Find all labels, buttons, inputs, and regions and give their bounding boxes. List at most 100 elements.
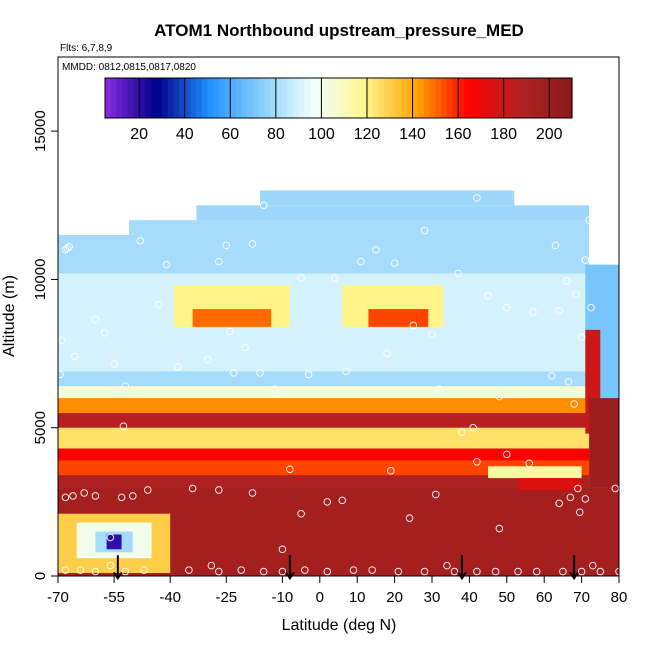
- sample-point: [91, 492, 100, 500]
- sample-point: [222, 241, 231, 250]
- sample-point: [577, 333, 586, 342]
- sample-point: [596, 567, 605, 576]
- heatmap-cell: [488, 466, 582, 479]
- colorbar-tick-label: 120: [354, 126, 381, 143]
- colorbar-swatch: [156, 78, 163, 118]
- colorbar-swatch: [201, 78, 209, 118]
- colorbar-swatch: [560, 78, 567, 118]
- sample-point: [585, 216, 593, 224]
- sample-point: [555, 499, 563, 508]
- sample-point: [278, 567, 287, 576]
- sample-point: [368, 566, 376, 574]
- sample-point: [63, 244, 72, 253]
- colorbar-swatch: [213, 78, 220, 118]
- colorbar-swatch: [429, 78, 436, 118]
- sample-point: [555, 306, 563, 315]
- sample-point: [495, 392, 504, 401]
- colorbar-swatch: [224, 78, 231, 118]
- colorbar-swatch: [150, 78, 157, 118]
- sample-point: [454, 269, 462, 278]
- sample-point: [76, 566, 85, 574]
- sample-point: [69, 492, 77, 500]
- colorbar-swatch: [435, 78, 442, 118]
- sample-point: [566, 493, 575, 502]
- sample-point: [443, 561, 451, 570]
- colorbar-swatch: [235, 78, 243, 118]
- colorbar-swatch: [247, 78, 254, 118]
- flight-arrow: [457, 555, 467, 581]
- sample-point: [405, 514, 414, 522]
- x-tick-label: 10: [349, 589, 366, 606]
- heatmap-cell: [58, 398, 590, 413]
- colorbar-swatch: [401, 78, 408, 118]
- flight-arrow: [113, 555, 123, 581]
- sample-point: [237, 566, 246, 574]
- sample-point: [428, 330, 436, 339]
- sample-point: [121, 567, 130, 576]
- colorbar-tick-label: 40: [176, 126, 194, 143]
- sample-point: [162, 260, 171, 269]
- sample-point: [136, 237, 145, 245]
- x-tick-label: -25: [215, 589, 237, 606]
- x-tick-label: 30: [424, 589, 441, 606]
- sample-point: [230, 369, 238, 377]
- colorbar-tick-label: 140: [399, 126, 426, 143]
- sample-point: [431, 490, 440, 499]
- colorbar-swatch: [196, 78, 203, 118]
- sample-point: [532, 567, 541, 576]
- sample-point: [589, 561, 597, 570]
- colorbar-swatch: [475, 78, 482, 118]
- sample-point: [525, 459, 533, 468]
- heatmap-cell: [129, 220, 590, 235]
- heatmap-cell: [196, 205, 590, 221]
- colorbar-swatch: [127, 78, 135, 118]
- sample-point: [503, 303, 511, 312]
- x-axis-label: Latitude (deg N): [282, 617, 397, 634]
- sample-point: [215, 486, 223, 494]
- sample-point: [297, 274, 305, 282]
- heatmap-cell: [58, 386, 590, 399]
- sample-point: [248, 489, 257, 497]
- colorbar-swatch: [327, 78, 334, 118]
- sample-point: [61, 493, 70, 502]
- colorbar-swatch: [486, 78, 493, 118]
- colorbar-swatch: [304, 78, 311, 118]
- colorbar-swatch: [179, 78, 186, 118]
- sample-point: [110, 360, 118, 368]
- heatmap-cell: [589, 398, 619, 488]
- heatmap-cells: [58, 190, 619, 576]
- colorbar-swatch: [207, 78, 214, 118]
- sample-point: [503, 450, 511, 459]
- sample-point: [342, 367, 350, 376]
- sample-point: [495, 524, 504, 533]
- sample-point: [458, 428, 466, 436]
- colorbar-swatch: [469, 78, 476, 118]
- colorbar-swatch: [218, 78, 226, 118]
- heatmap-cell: [58, 273, 590, 372]
- sample-point: [80, 489, 88, 497]
- sample-point: [491, 567, 500, 576]
- sample-point: [91, 567, 100, 576]
- colorbar-swatch: [110, 78, 117, 118]
- sample-point: [256, 369, 264, 377]
- colorbar-swatch: [173, 78, 180, 118]
- sample-point: [394, 567, 403, 576]
- sample-point: [547, 372, 556, 380]
- sample-point: [562, 277, 571, 285]
- sample-point: [278, 545, 287, 554]
- sample-point: [248, 240, 257, 248]
- sample-point: [529, 308, 537, 316]
- colorbar-swatch: [463, 78, 471, 118]
- colorbar-swatch: [423, 78, 431, 118]
- sample-point: [572, 290, 580, 299]
- x-tick-label: -55: [103, 589, 125, 606]
- sample-points: [56, 194, 623, 576]
- x-tick-label: -40: [159, 589, 181, 606]
- colorbar-swatch: [554, 78, 562, 118]
- sample-point: [297, 509, 305, 518]
- colorbar-swatch: [378, 78, 385, 118]
- sample-point: [473, 567, 481, 576]
- sample-point: [469, 423, 477, 432]
- colorbar-tick-label: 200: [536, 126, 563, 143]
